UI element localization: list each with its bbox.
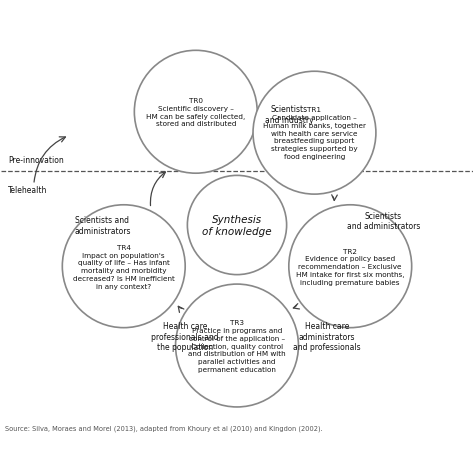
Text: Scientists
and administrators: Scientists and administrators <box>347 211 420 230</box>
Circle shape <box>175 285 299 407</box>
Circle shape <box>134 51 257 174</box>
Text: Synthesis
of knowledge: Synthesis of knowledge <box>202 215 272 236</box>
Circle shape <box>187 176 287 275</box>
Text: Source: Silva, Moraes and Morel (2013), adapted from Khoury et al (2010) and Kin: Source: Silva, Moraes and Morel (2013), … <box>5 424 323 431</box>
Text: Scientists
and industry: Scientists and industry <box>264 105 313 124</box>
Text: TR3
Practice in programs and
control of the application –
Collection, quality co: TR3 Practice in programs and control of … <box>188 320 286 372</box>
Text: TR0
Scientific discovery –
HM can be safely collected,
stored and distributed: TR0 Scientific discovery – HM can be saf… <box>146 98 246 127</box>
Text: Telehealth: Telehealth <box>8 185 47 194</box>
Text: Pre-innovation: Pre-innovation <box>8 155 64 164</box>
Text: Health care
administrators
and professionals: Health care administrators and professio… <box>293 322 361 351</box>
Text: Scientists and
administrators: Scientists and administrators <box>74 216 130 235</box>
Circle shape <box>289 205 412 328</box>
Circle shape <box>253 72 376 195</box>
Text: Health care
professionals and
the population: Health care professionals and the popula… <box>151 322 219 351</box>
Text: TR1
Candidate application –
Human milk banks, together
with health care service
: TR1 Candidate application – Human milk b… <box>263 107 366 160</box>
Circle shape <box>62 205 185 328</box>
Text: TR4
Impact on population's
quality of life – Has infant
mortality and morbidity
: TR4 Impact on population's quality of li… <box>73 244 175 289</box>
Text: TR2
Evidence or policy based
recommendation – Exclusive
HM intake for first six : TR2 Evidence or policy based recommendat… <box>296 248 404 285</box>
